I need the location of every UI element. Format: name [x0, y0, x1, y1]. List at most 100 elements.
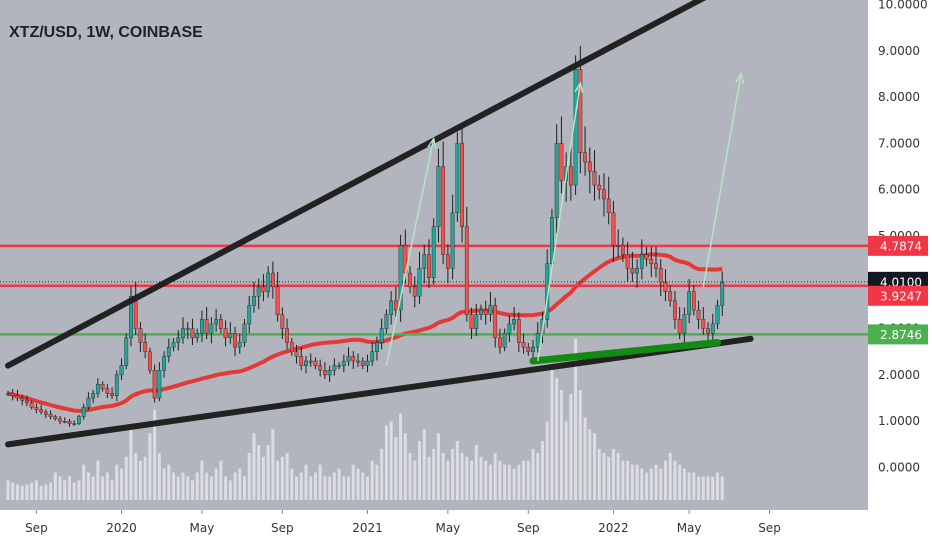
candle-down: [516, 319, 521, 343]
candle-up: [488, 305, 493, 315]
candle-down: [152, 370, 157, 399]
volume-bar: [209, 476, 213, 500]
volume-bar: [512, 468, 516, 500]
candle-down: [20, 397, 25, 401]
volume-bar: [347, 476, 351, 500]
candle-up: [389, 300, 394, 315]
volume-bar: [607, 456, 611, 500]
candle-down: [701, 319, 706, 329]
volume-bar: [30, 482, 34, 500]
x-tick-label: Sep: [271, 521, 294, 535]
volume-bar: [25, 484, 29, 500]
candle-up: [327, 370, 332, 376]
candle-up: [715, 305, 720, 325]
candles-layer: [6, 45, 725, 427]
volume-bar: [290, 468, 294, 500]
candle-up: [129, 295, 133, 339]
volume-bar: [44, 484, 48, 500]
candle-down: [190, 328, 195, 339]
candle-down: [299, 356, 304, 366]
volume-bar: [654, 464, 658, 500]
volume-bar: [309, 476, 313, 500]
candle-up: [474, 314, 479, 329]
candle-down: [270, 272, 275, 288]
candle-up: [356, 360, 360, 363]
candle-up: [616, 245, 621, 247]
volume-bar: [105, 472, 109, 500]
volume-bar: [129, 429, 133, 500]
volume-bar: [441, 452, 445, 500]
volume-bar: [238, 468, 242, 500]
candle-up: [124, 337, 129, 366]
volume-bar: [446, 460, 450, 500]
volume-bar: [219, 460, 223, 500]
candle-down: [294, 351, 299, 357]
volume-bar: [531, 448, 535, 500]
candle-down: [412, 286, 417, 297]
volume-bar: [356, 468, 360, 500]
volume-bar: [394, 437, 398, 500]
candle-up: [91, 393, 96, 399]
volume-bar: [86, 472, 90, 500]
volume-bar: [257, 445, 261, 500]
candle-down: [58, 418, 62, 422]
volume-bar: [20, 485, 24, 500]
volume-bar: [205, 472, 209, 500]
volume-bar: [176, 476, 180, 500]
support-price-tag: [868, 324, 928, 345]
x-tick-label: May: [190, 521, 215, 535]
volume-bar: [167, 464, 171, 500]
volume-bar: [243, 476, 246, 500]
candle-down: [143, 342, 148, 352]
candle-down: [460, 143, 464, 227]
candle-up: [304, 360, 308, 366]
time-axis[interactable]: Sep 2020 May Sep 2021 May Sep 2022 May Sep: [25, 510, 781, 535]
candle-up: [455, 143, 460, 214]
candle-up: [682, 314, 687, 334]
candle-down: [218, 319, 223, 329]
projection-arrow: [702, 73, 742, 288]
volume-bar: [635, 464, 639, 500]
candle-up: [86, 397, 91, 408]
volume-bar: [692, 472, 696, 500]
volume-bar: [153, 409, 157, 500]
candle-down: [43, 411, 48, 415]
candle-down: [630, 268, 635, 274]
volume-bar: [498, 460, 502, 500]
candle-down: [34, 407, 39, 410]
x-tick-label: 2022: [598, 521, 629, 535]
candle-up: [119, 365, 124, 376]
volume-bar: [611, 448, 615, 500]
resistance-price-tag: [868, 235, 928, 256]
volume-bar: [649, 468, 653, 500]
candle-down: [644, 254, 649, 260]
candle-up: [247, 305, 252, 325]
candle-up: [375, 342, 379, 352]
volume-bar: [526, 460, 530, 500]
volume-bar: [63, 480, 67, 500]
volume-bar: [148, 433, 152, 500]
candle-up: [507, 323, 512, 334]
candle-down: [691, 291, 696, 311]
volume-bar: [545, 421, 549, 500]
volume-bar: [332, 472, 336, 500]
candle-down: [526, 346, 531, 352]
candle-up: [185, 328, 190, 331]
candle-up: [337, 365, 341, 368]
volume-bar: [593, 433, 597, 500]
volume-bar: [564, 421, 568, 500]
volume-bar: [337, 468, 341, 500]
volume-bar: [190, 480, 194, 500]
volume-bar: [15, 484, 19, 500]
volume-bar: [224, 476, 228, 500]
candle-down: [469, 314, 474, 329]
volume-bar: [663, 460, 667, 500]
candle-down: [147, 351, 152, 371]
volume-bar: [479, 456, 483, 500]
candle-up: [228, 333, 233, 339]
volume-bar: [186, 476, 190, 500]
candle-down: [261, 286, 266, 292]
candle-down: [592, 170, 597, 186]
